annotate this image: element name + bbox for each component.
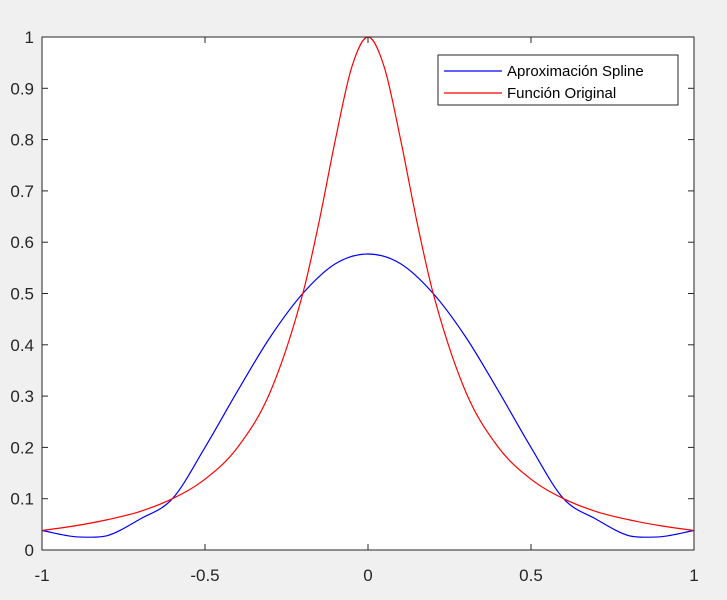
- y-tick-label: 0.4: [10, 336, 34, 355]
- x-tick-label: -0.5: [190, 566, 219, 585]
- y-tick-label: 0.9: [10, 79, 34, 98]
- y-tick-label: 0.8: [10, 131, 34, 150]
- legend-label-0: Aproximación Spline: [507, 63, 644, 80]
- plot-area: [42, 37, 694, 550]
- legend-label-1: Función Original: [507, 85, 616, 102]
- x-tick-label: 1: [689, 566, 698, 585]
- legend[interactable]: Aproximación Spline Función Original: [437, 54, 679, 106]
- x-tick-label: -1: [34, 566, 49, 585]
- legend-box: [437, 54, 679, 106]
- ticks-layer: -1 -0.5 0 0.5 1 0 0.1 0.2 0.3 0.4 0.5 0.6 0.7 0.8 0.9 1: [10, 28, 698, 585]
- y-tick-label: 0: [25, 541, 34, 560]
- y-tick-label: 0.2: [10, 438, 34, 457]
- y-tick-label: 1: [25, 28, 34, 47]
- y-tick-label: 0.1: [10, 490, 34, 509]
- series-line-0: [41, 253, 695, 538]
- y-tick-label: 0.6: [10, 233, 34, 252]
- x-tick-label: 0: [363, 566, 372, 585]
- y-tick-label: 0.3: [10, 387, 34, 406]
- y-tick-label: 0.7: [10, 182, 34, 201]
- y-tick-label: 0.5: [10, 285, 34, 304]
- x-tick-label: 0.5: [519, 566, 543, 585]
